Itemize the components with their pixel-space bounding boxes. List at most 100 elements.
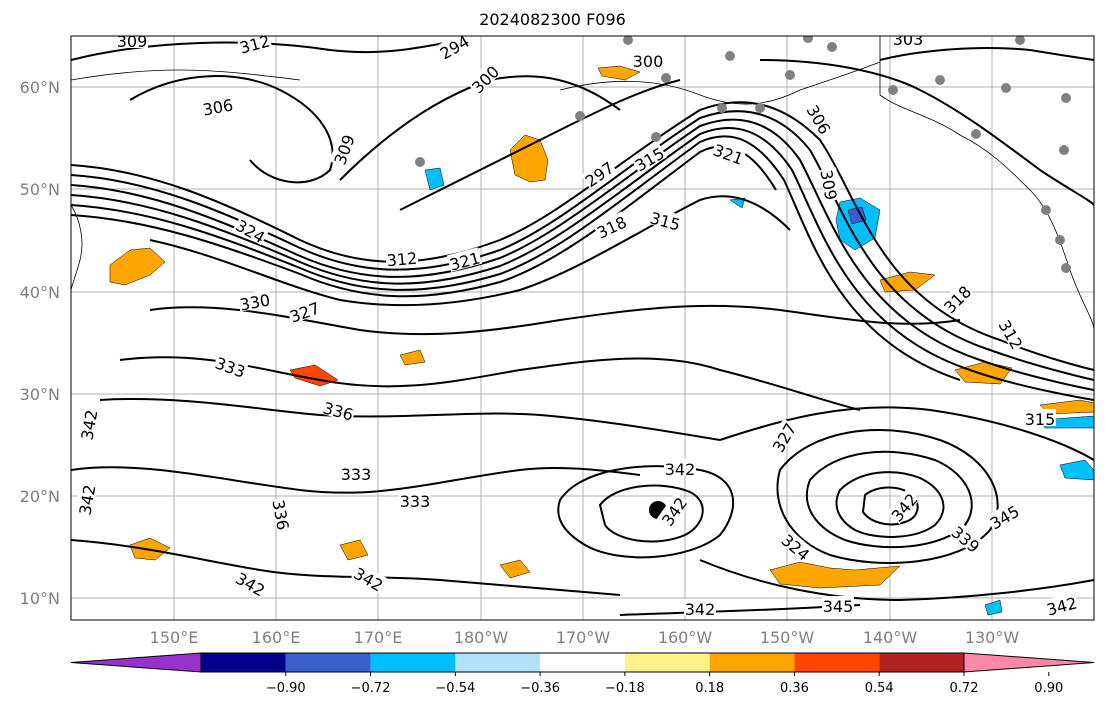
longitude-tick-labels: 150°E 160°E 170°E 180°W 170°W 160°W 150°W 140°W…	[150, 628, 1020, 647]
contour-line	[835, 471, 945, 538]
lon-tick-label: 170°W	[556, 628, 611, 647]
contour-line	[776, 429, 999, 564]
station-dot	[971, 129, 981, 139]
station-dot	[755, 103, 765, 113]
colorbar-segment	[879, 653, 964, 672]
station-dot	[651, 132, 661, 142]
colorbar-segment	[624, 653, 710, 672]
shade-patch	[597, 65, 641, 81]
map-title: 2024082300 F096	[479, 10, 626, 29]
colorbar-tick-label: 0.36	[780, 681, 809, 696]
coastline	[879, 36, 1094, 331]
station-dot	[935, 75, 945, 85]
contour-line	[879, 47, 1094, 61]
contour-line	[71, 145, 777, 298]
station-dot	[1015, 36, 1025, 45]
contour-line	[71, 118, 1094, 391]
shade-patch	[109, 247, 166, 286]
station-dot	[661, 73, 671, 83]
station-dot	[1001, 83, 1011, 93]
colorbar-tick-label: −0.90	[266, 681, 306, 696]
station-dot	[623, 36, 633, 45]
contour-line	[71, 110, 1094, 381]
contour-line	[399, 79, 681, 211]
contour-line	[71, 101, 1094, 371]
contour-line	[71, 539, 621, 596]
lon-tick-label: 150°W	[760, 628, 815, 647]
contour-line	[99, 397, 721, 441]
station-dot	[888, 85, 898, 95]
colorbar-tick-label: 0.54	[865, 681, 894, 696]
shade-patch	[339, 539, 369, 561]
contour-label: 312	[386, 249, 418, 271]
coastline	[71, 69, 301, 81]
colorbar-segment	[540, 653, 625, 672]
lon-tick-label: 130°W	[965, 628, 1020, 647]
contour-label: 333	[341, 465, 372, 484]
colorbar-tick-label: −0.36	[520, 681, 560, 696]
colorbar-extend-low	[70, 652, 202, 673]
shade-patch	[399, 349, 426, 366]
shade-patch	[769, 561, 901, 589]
contour-label: 309	[117, 32, 148, 51]
colorbar-segment	[285, 653, 371, 672]
lat-tick-label: 60°N	[20, 78, 60, 97]
station-dot	[1061, 93, 1071, 103]
lon-tick-label: 180°W	[454, 628, 509, 647]
colorbar-segment	[370, 653, 456, 672]
colorbar: −0.90 −0.72 −0.54 −0.36 −0.18 0.18 0.36 0.54 0.7…	[70, 652, 1095, 696]
shade-patch	[835, 197, 881, 251]
contour-line	[699, 559, 1094, 602]
station-dot	[827, 42, 837, 52]
contour-line	[759, 59, 1094, 206]
colorbar-tick-label: −0.18	[605, 681, 645, 696]
lat-tick-label: 50°N	[20, 180, 60, 199]
station-dot	[575, 111, 585, 121]
lon-tick-label: 160°E	[252, 628, 301, 647]
contour-line	[71, 466, 641, 494]
contour-line	[805, 450, 973, 549]
contour-label: 300	[633, 52, 664, 71]
coastline	[559, 61, 881, 105]
shade-patch	[984, 599, 1003, 616]
contour-label: 333	[400, 492, 431, 511]
colorbar-tick-label: 0.90	[1034, 681, 1063, 696]
lon-tick-label: 140°W	[863, 628, 918, 647]
station-dot	[1061, 263, 1071, 273]
lat-tick-label: 20°N	[20, 487, 60, 506]
coastline	[71, 204, 83, 291]
station-dot	[803, 36, 813, 43]
latitude-tick-labels: 60°N 50°N 40°N 30°N 20°N 10°N	[20, 78, 60, 608]
colorbar-tick-label: −0.54	[435, 681, 475, 696]
station-dot	[415, 157, 425, 167]
colorbar-tick-label: 0.72	[950, 681, 979, 696]
contour-line	[119, 356, 861, 411]
colorbar-tick-label: −0.72	[351, 681, 391, 696]
contour-line	[71, 127, 1094, 401]
shade-patch	[729, 197, 746, 209]
contour-label: 342	[665, 460, 696, 479]
station-dot	[1059, 145, 1069, 155]
colorbar-extend-high	[963, 652, 1095, 673]
station-dot	[725, 51, 735, 61]
lon-tick-label: 150°E	[150, 628, 199, 647]
station-dot	[717, 103, 727, 113]
shade-patch	[509, 134, 549, 183]
contour-line	[719, 406, 1094, 461]
contour-label: 315	[1025, 410, 1056, 429]
contour-line	[129, 75, 334, 184]
contour-line	[598, 484, 704, 543]
contour-line	[149, 195, 791, 307]
colorbar-tick-label: 0.18	[695, 681, 724, 696]
contour-line	[557, 465, 734, 559]
lon-tick-label: 170°E	[354, 628, 403, 647]
contour-line	[71, 135, 961, 381]
shade-patch	[499, 559, 531, 579]
contour-line	[861, 486, 919, 526]
lat-tick-label: 10°N	[20, 589, 60, 608]
lat-tick-label: 40°N	[20, 283, 60, 302]
lat-tick-label: 30°N	[20, 385, 60, 404]
contour-label: 303	[893, 30, 924, 49]
